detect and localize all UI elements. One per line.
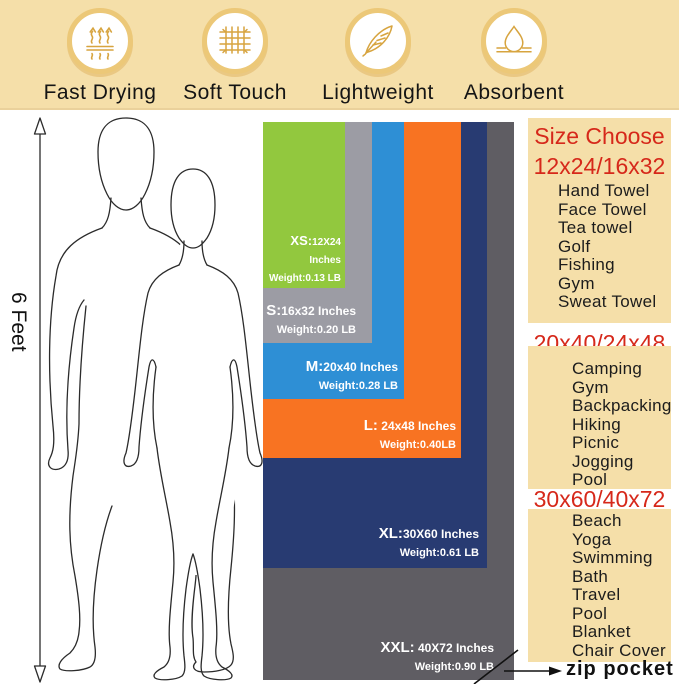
feature-banner: Fast Drying Soft Touch [0,0,679,110]
water-drop-icon [481,8,547,74]
height-arrow [33,117,47,683]
towel-label-m: M:20x40 Inches Weight:0.28 LB [305,357,398,393]
towel-label-xs: XS:12X24 Inches Weight:0.13 LB [268,232,341,284]
feature-soft-touch: Soft Touch [160,8,310,105]
feature-fast-drying: Fast Drying [25,8,175,105]
size-guide-item: Tea towel [558,218,633,237]
size-guide-item: Swimming [572,548,653,567]
feature-label: Fast Drying [43,81,157,104]
feather-icon [345,8,411,74]
feature-lightweight: Lightweight [303,8,453,105]
size-guide-item: Beach [572,511,622,530]
size-guide-item: Gym [558,273,595,293]
weave-grid-icon [202,8,268,74]
height-label: 6 Feet [7,292,30,352]
towel-label-l: L: 24x48 Inches Weight:0.40LB [363,416,456,452]
size-guide-list-1: Hand Towel Face Towel Tea towel Golf Fishing… [528,181,671,312]
size-guide-item: Picnic [572,433,620,452]
size-guide-item: Sweat Towel [558,292,657,311]
steam-arrows-icon [67,8,133,74]
size-guide-title: Size Choose [534,123,665,149]
size-guide-item: Hiking [572,414,622,434]
size-guide-item: Pool [572,470,608,489]
feature-label: Soft Touch [183,81,287,104]
size-guide-item: Travel [572,585,621,604]
size-guide-item: Blanket [572,622,631,641]
zip-pocket-label: zip pocket [566,658,674,680]
female-figure-outline [123,168,263,681]
zip-pocket-pointer [473,649,562,684]
size-guide-item: Jogging [572,451,634,471]
size-guide-section-1: Size Choose 12x24/16x32 Hand Towel Face T… [528,118,671,323]
towel-label-s: S:16x32 Inches Weight:0.20 LB [266,301,356,337]
size-guide-item: Yoga [572,529,612,549]
size-guide-item: Backpacking [572,396,672,415]
towel-label-xxl: XXL: 40X72 Inches Weight:0.90 LB [380,638,494,674]
size-guide-item: Fishing [558,255,615,274]
size-guide-item: Camping [572,359,643,378]
size-guide-item: Bath [572,566,609,586]
towel-label-xl: XL:30X60 Inches Weight:0.61 LB [378,524,479,560]
size-guide-item: Hand Towel [558,181,650,200]
size-guide-section-2: Camping Gym Backpacking Hiking Picnic Jogging… [528,346,671,489]
size-guide-item: Golf [558,236,591,256]
size-guide-item: Chair Cover [572,640,666,660]
size-guide-header-1: 12x24/16x32 [533,153,666,179]
size-guide-item: Gym [572,377,609,397]
feature-absorbent: Absorbent [439,8,589,105]
feature-label: Lightweight [322,81,434,104]
human-height-diagram: 6 Feet [7,117,263,683]
towel-rect-xs: XS:12X24 Inches Weight:0.13 LB [263,122,345,288]
size-guide-list-3: Beach Yoga Swimming Bath Travel Pool Blanket Ch… [528,511,671,660]
size-guide-header-3: 30x60/40x72 [533,486,666,512]
size-guide-item: Pool [572,603,608,623]
size-guide-section-3: Beach Yoga Swimming Bath Travel Pool Blanket Ch… [528,509,671,662]
feature-label: Absorbent [463,81,565,104]
size-guide-list-2: Camping Gym Backpacking Hiking Picnic Jogging… [528,359,672,490]
size-guide-item: Face Towel [558,199,647,219]
